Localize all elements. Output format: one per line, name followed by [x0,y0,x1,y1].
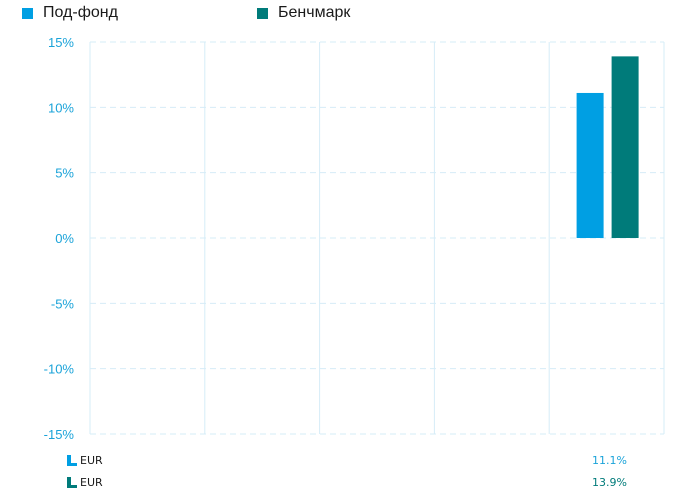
y-tick-label: -15% [44,427,75,442]
y-tick-label: -5% [51,296,75,311]
row-currency-label: EUR [80,454,103,467]
legend-item-benchmark: Бенчмарк [257,4,350,22]
bar-benchmark [611,56,639,238]
table-row-subfund: EUR 11.1% [0,452,673,472]
y-tick-label: 5% [55,166,74,181]
table-row-benchmark: EUR 13.9% [0,474,673,494]
currency-series-icon [67,477,77,488]
legend-item-subfund: Под-фонд [22,4,118,22]
legend-label-benchmark: Бенчмарк [278,4,351,21]
y-tick-label: 0% [55,231,74,246]
y-tick-label: 10% [48,100,74,115]
y-tick-label: -10% [44,362,75,377]
bar-subfund [576,92,604,239]
legend-swatch-subfund [22,7,33,19]
legend-swatch-benchmark [257,7,268,19]
chart-legend: Под-фонд Бенчмарк [0,0,673,30]
row-value: 13.9% [592,476,627,489]
legend-label-subfund: Под-фонд [43,4,118,21]
currency-series-icon [67,455,77,466]
row-currency-label: EUR [80,476,103,489]
row-value: 11.1% [592,454,627,467]
y-tick-label: 15% [48,35,74,50]
bar-chart: 15% 10% 5% 0% -5% -10% -15% [44,35,665,442]
